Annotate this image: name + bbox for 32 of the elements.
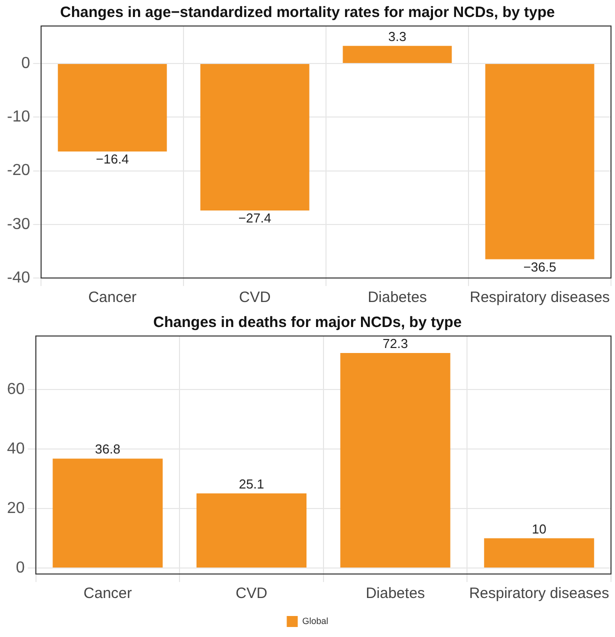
data-label: 25.1 [238, 476, 264, 492]
bar [196, 493, 306, 568]
y-tick-label: 0 [21, 54, 30, 72]
y-tick-label: -40 [7, 269, 30, 286]
y-tick-label: 40 [7, 440, 25, 458]
bar [340, 352, 450, 568]
x-tick-label: Diabetes [368, 289, 427, 306]
chart-title: Changes in deaths for major NCDs, by type [153, 314, 462, 332]
x-tick-label: Cancer [84, 585, 132, 602]
x-tick-label: CVD [236, 585, 268, 602]
y-tick-label: 60 [7, 380, 25, 398]
data-label: −36.5 [523, 259, 556, 274]
y-tick-label: -10 [7, 108, 30, 126]
y-tick-label: 0 [16, 559, 25, 576]
y-tick-label: -30 [7, 216, 30, 233]
x-tick-label: Respiratory diseases [470, 289, 610, 306]
data-label: 3.3 [388, 28, 406, 44]
data-label: 72.3 [382, 336, 408, 352]
y-tick-label: -20 [7, 162, 30, 180]
data-label: −27.4 [238, 210, 272, 226]
y-tick-label: 20 [7, 500, 25, 517]
x-tick-label: Diabetes [366, 585, 425, 602]
data-label: 10 [532, 521, 546, 536]
chart-title: Changes in age−standardized mortality rates for major NCDs, by type [60, 4, 555, 22]
bar [484, 538, 594, 568]
legend-label: Global [302, 616, 328, 626]
bar [52, 458, 163, 568]
x-tick-label: CVD [238, 289, 271, 306]
x-tick-label: Cancer [88, 289, 137, 306]
data-label: −16.4 [96, 152, 129, 167]
x-tick-label: Respiratory diseases [469, 585, 610, 602]
data-label: 36.8 [95, 442, 120, 457]
